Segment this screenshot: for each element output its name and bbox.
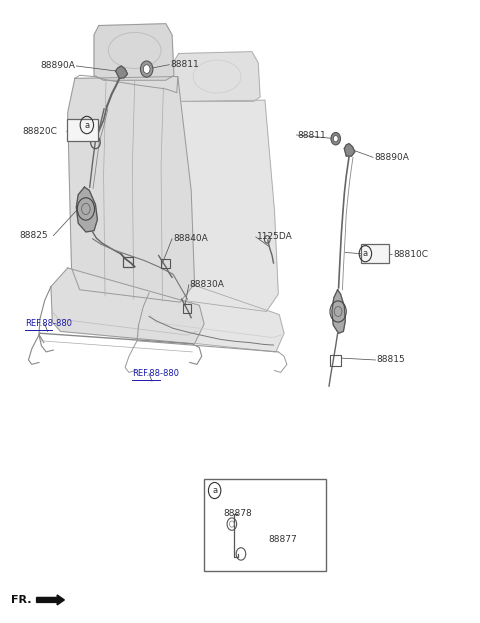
Bar	[360, 244, 389, 263]
Bar	[160, 259, 170, 268]
Text: 88877: 88877	[269, 535, 298, 544]
Polygon shape	[173, 52, 260, 102]
Circle shape	[331, 133, 340, 145]
Text: 88878: 88878	[223, 509, 252, 518]
Circle shape	[333, 136, 338, 142]
Text: 88811: 88811	[170, 60, 199, 69]
Bar	[67, 119, 98, 141]
Bar	[123, 257, 133, 267]
Bar	[182, 304, 191, 313]
Text: 88830A: 88830A	[190, 280, 225, 289]
Text: 88890A: 88890A	[374, 153, 409, 162]
Text: REF.88-880: REF.88-880	[24, 320, 72, 328]
Text: 88840A: 88840A	[173, 234, 208, 243]
Circle shape	[141, 61, 153, 77]
Text: REF.88-880: REF.88-880	[132, 369, 180, 378]
Polygon shape	[76, 187, 97, 232]
Text: 88820C: 88820C	[22, 126, 57, 136]
Text: 88811: 88811	[298, 131, 326, 140]
Polygon shape	[149, 275, 284, 352]
Bar	[330, 355, 340, 366]
Polygon shape	[68, 77, 194, 302]
Text: 88890A: 88890A	[40, 62, 75, 70]
Circle shape	[144, 65, 150, 74]
Polygon shape	[51, 268, 204, 344]
Polygon shape	[94, 24, 174, 80]
Polygon shape	[36, 595, 64, 605]
Bar	[204, 479, 326, 571]
Polygon shape	[166, 100, 278, 312]
Text: a: a	[212, 486, 217, 495]
Polygon shape	[116, 66, 128, 78]
Text: a: a	[363, 249, 368, 258]
Polygon shape	[332, 290, 345, 333]
Text: FR.: FR.	[11, 595, 32, 605]
Text: a: a	[84, 120, 89, 130]
Text: 88810C: 88810C	[393, 250, 428, 259]
Polygon shape	[344, 144, 355, 156]
Text: 88815: 88815	[376, 356, 405, 364]
Text: 1125DA: 1125DA	[257, 232, 292, 241]
Text: 88825: 88825	[19, 231, 48, 240]
